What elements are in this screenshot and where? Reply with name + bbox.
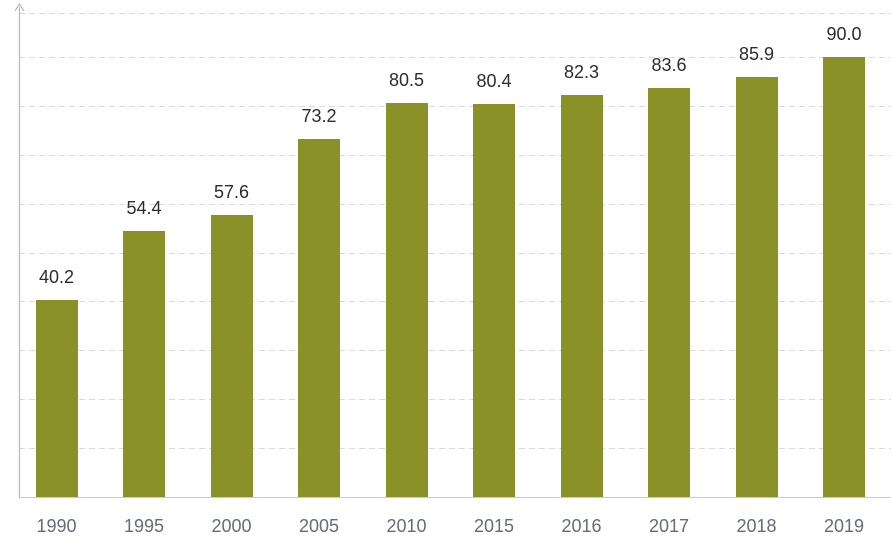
bar-value-label: 80.4 — [476, 70, 512, 91]
bar — [385, 103, 428, 497]
gridline — [19, 13, 891, 14]
bar-value-label: 82.3 — [563, 61, 600, 82]
gridline — [19, 106, 891, 107]
gridline — [19, 448, 891, 449]
gridline — [19, 399, 891, 400]
bar-value-label: 73.2 — [301, 106, 337, 127]
bar — [210, 215, 253, 497]
gridline — [19, 204, 891, 205]
category-label: 2016 — [561, 516, 602, 536]
x-axis-line — [19, 497, 891, 498]
category-label: 2010 — [386, 516, 427, 536]
bar-value-label: 90.0 — [826, 24, 862, 44]
bar-value-label: 85.9 — [738, 44, 775, 65]
category-label: 2018 — [736, 516, 777, 536]
bar — [648, 88, 690, 497]
category-label: 2005 — [298, 516, 340, 536]
category-label: 1990 — [36, 516, 77, 536]
category-label: 2019 — [823, 516, 865, 536]
bar — [823, 57, 865, 497]
bar — [123, 231, 165, 497]
bar — [298, 139, 340, 497]
gridline — [19, 301, 891, 302]
gridline — [19, 253, 891, 254]
category-label: 2015 — [473, 516, 515, 536]
gridline — [19, 57, 891, 58]
bar-value-label: 40.2 — [38, 267, 75, 288]
gridline — [19, 350, 891, 351]
bar — [35, 300, 78, 497]
category-label: 1995 — [123, 516, 165, 536]
bar — [735, 77, 778, 497]
category-label: 2017 — [648, 516, 690, 536]
bar-value-label: 57.6 — [213, 182, 250, 203]
bar — [473, 103, 515, 497]
bar — [560, 94, 603, 497]
y-axis-arrow-icon — [14, 2, 25, 12]
y-axis — [14, 2, 25, 497]
bar-value-label: 83.6 — [651, 55, 687, 76]
gridline — [19, 155, 891, 156]
bar-value-label: 80.5 — [388, 70, 425, 91]
bar-value-label: 54.4 — [126, 198, 162, 219]
category-label: 2000 — [211, 516, 252, 536]
